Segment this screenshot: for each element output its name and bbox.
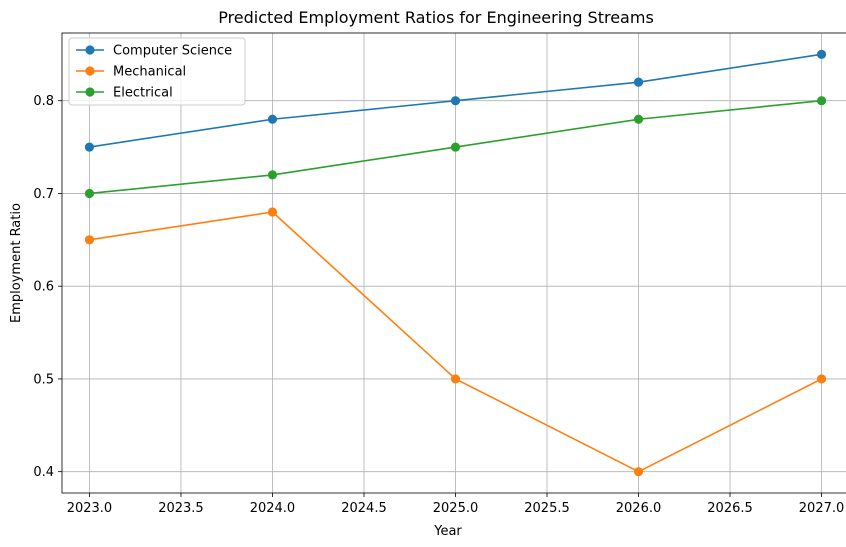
data-point-electrical bbox=[267, 170, 278, 180]
legend-entry-computer-science: Computer Science bbox=[76, 44, 232, 59]
legend-marker bbox=[85, 66, 95, 76]
x-tick-label: 2024.0 bbox=[250, 501, 296, 516]
legend-marker bbox=[85, 87, 95, 97]
data-point-computer-science bbox=[816, 49, 827, 59]
data-point-mechanical bbox=[816, 374, 827, 384]
y-tick-label: 0.4 bbox=[33, 465, 54, 480]
x-axis-label: Year bbox=[433, 524, 462, 539]
data-point-computer-science bbox=[633, 77, 644, 87]
data-point-electrical bbox=[816, 96, 827, 106]
x-axis-ticks: 2023.0 2023.5 2024.0 2024.5 2025.0 2025.5 2026… bbox=[67, 493, 845, 516]
data-point-mechanical bbox=[84, 235, 95, 245]
y-axis-label: Employment Ratio bbox=[9, 203, 24, 323]
chart-title: Predicted Employment Ratios for Engineer… bbox=[218, 8, 654, 27]
data-point-electrical bbox=[633, 114, 644, 124]
data-point-computer-science bbox=[450, 96, 461, 106]
legend-marker bbox=[85, 45, 95, 55]
data-point-electrical bbox=[450, 142, 461, 152]
plot-area bbox=[61, 32, 846, 494]
legend-entry-electrical: Electrical bbox=[76, 86, 173, 101]
y-tick-label: 0.8 bbox=[33, 94, 54, 109]
data-point-mechanical bbox=[267, 207, 278, 217]
legend-entry-mechanical: Mechanical bbox=[76, 65, 186, 80]
legend-box bbox=[68, 37, 246, 106]
legend-label: Computer Science bbox=[113, 44, 232, 59]
y-tick-label: 0.6 bbox=[33, 280, 54, 295]
legend: Computer Science Mechanical Electrical bbox=[68, 37, 246, 106]
series-markers bbox=[84, 49, 827, 477]
data-point-computer-science bbox=[267, 114, 278, 124]
x-tick-label: 2025.5 bbox=[524, 501, 570, 516]
legend-entries: Computer Science Mechanical Electrical bbox=[76, 44, 232, 101]
x-tick-label: 2026.0 bbox=[616, 501, 662, 516]
y-axis-ticks: 0.4 0.5 0.6 0.7 0.8 bbox=[33, 94, 62, 480]
x-tick-label: 2023.5 bbox=[158, 501, 204, 516]
x-tick-label: 2027.0 bbox=[799, 501, 845, 516]
data-point-mechanical bbox=[450, 374, 461, 384]
data-point-electrical bbox=[84, 188, 95, 199]
x-tick-label: 2023.0 bbox=[67, 501, 113, 516]
x-tick-label: 2024.5 bbox=[341, 501, 387, 516]
x-tick-label: 2026.5 bbox=[707, 501, 753, 516]
y-tick-label: 0.7 bbox=[33, 187, 54, 202]
y-tick-label: 0.5 bbox=[33, 372, 54, 387]
data-point-mechanical bbox=[633, 467, 644, 477]
legend-label: Electrical bbox=[113, 86, 173, 101]
plot-background bbox=[62, 33, 846, 493]
legend-label: Mechanical bbox=[113, 65, 186, 80]
x-tick-label: 2025.0 bbox=[433, 501, 479, 516]
data-point-computer-science bbox=[84, 142, 95, 152]
